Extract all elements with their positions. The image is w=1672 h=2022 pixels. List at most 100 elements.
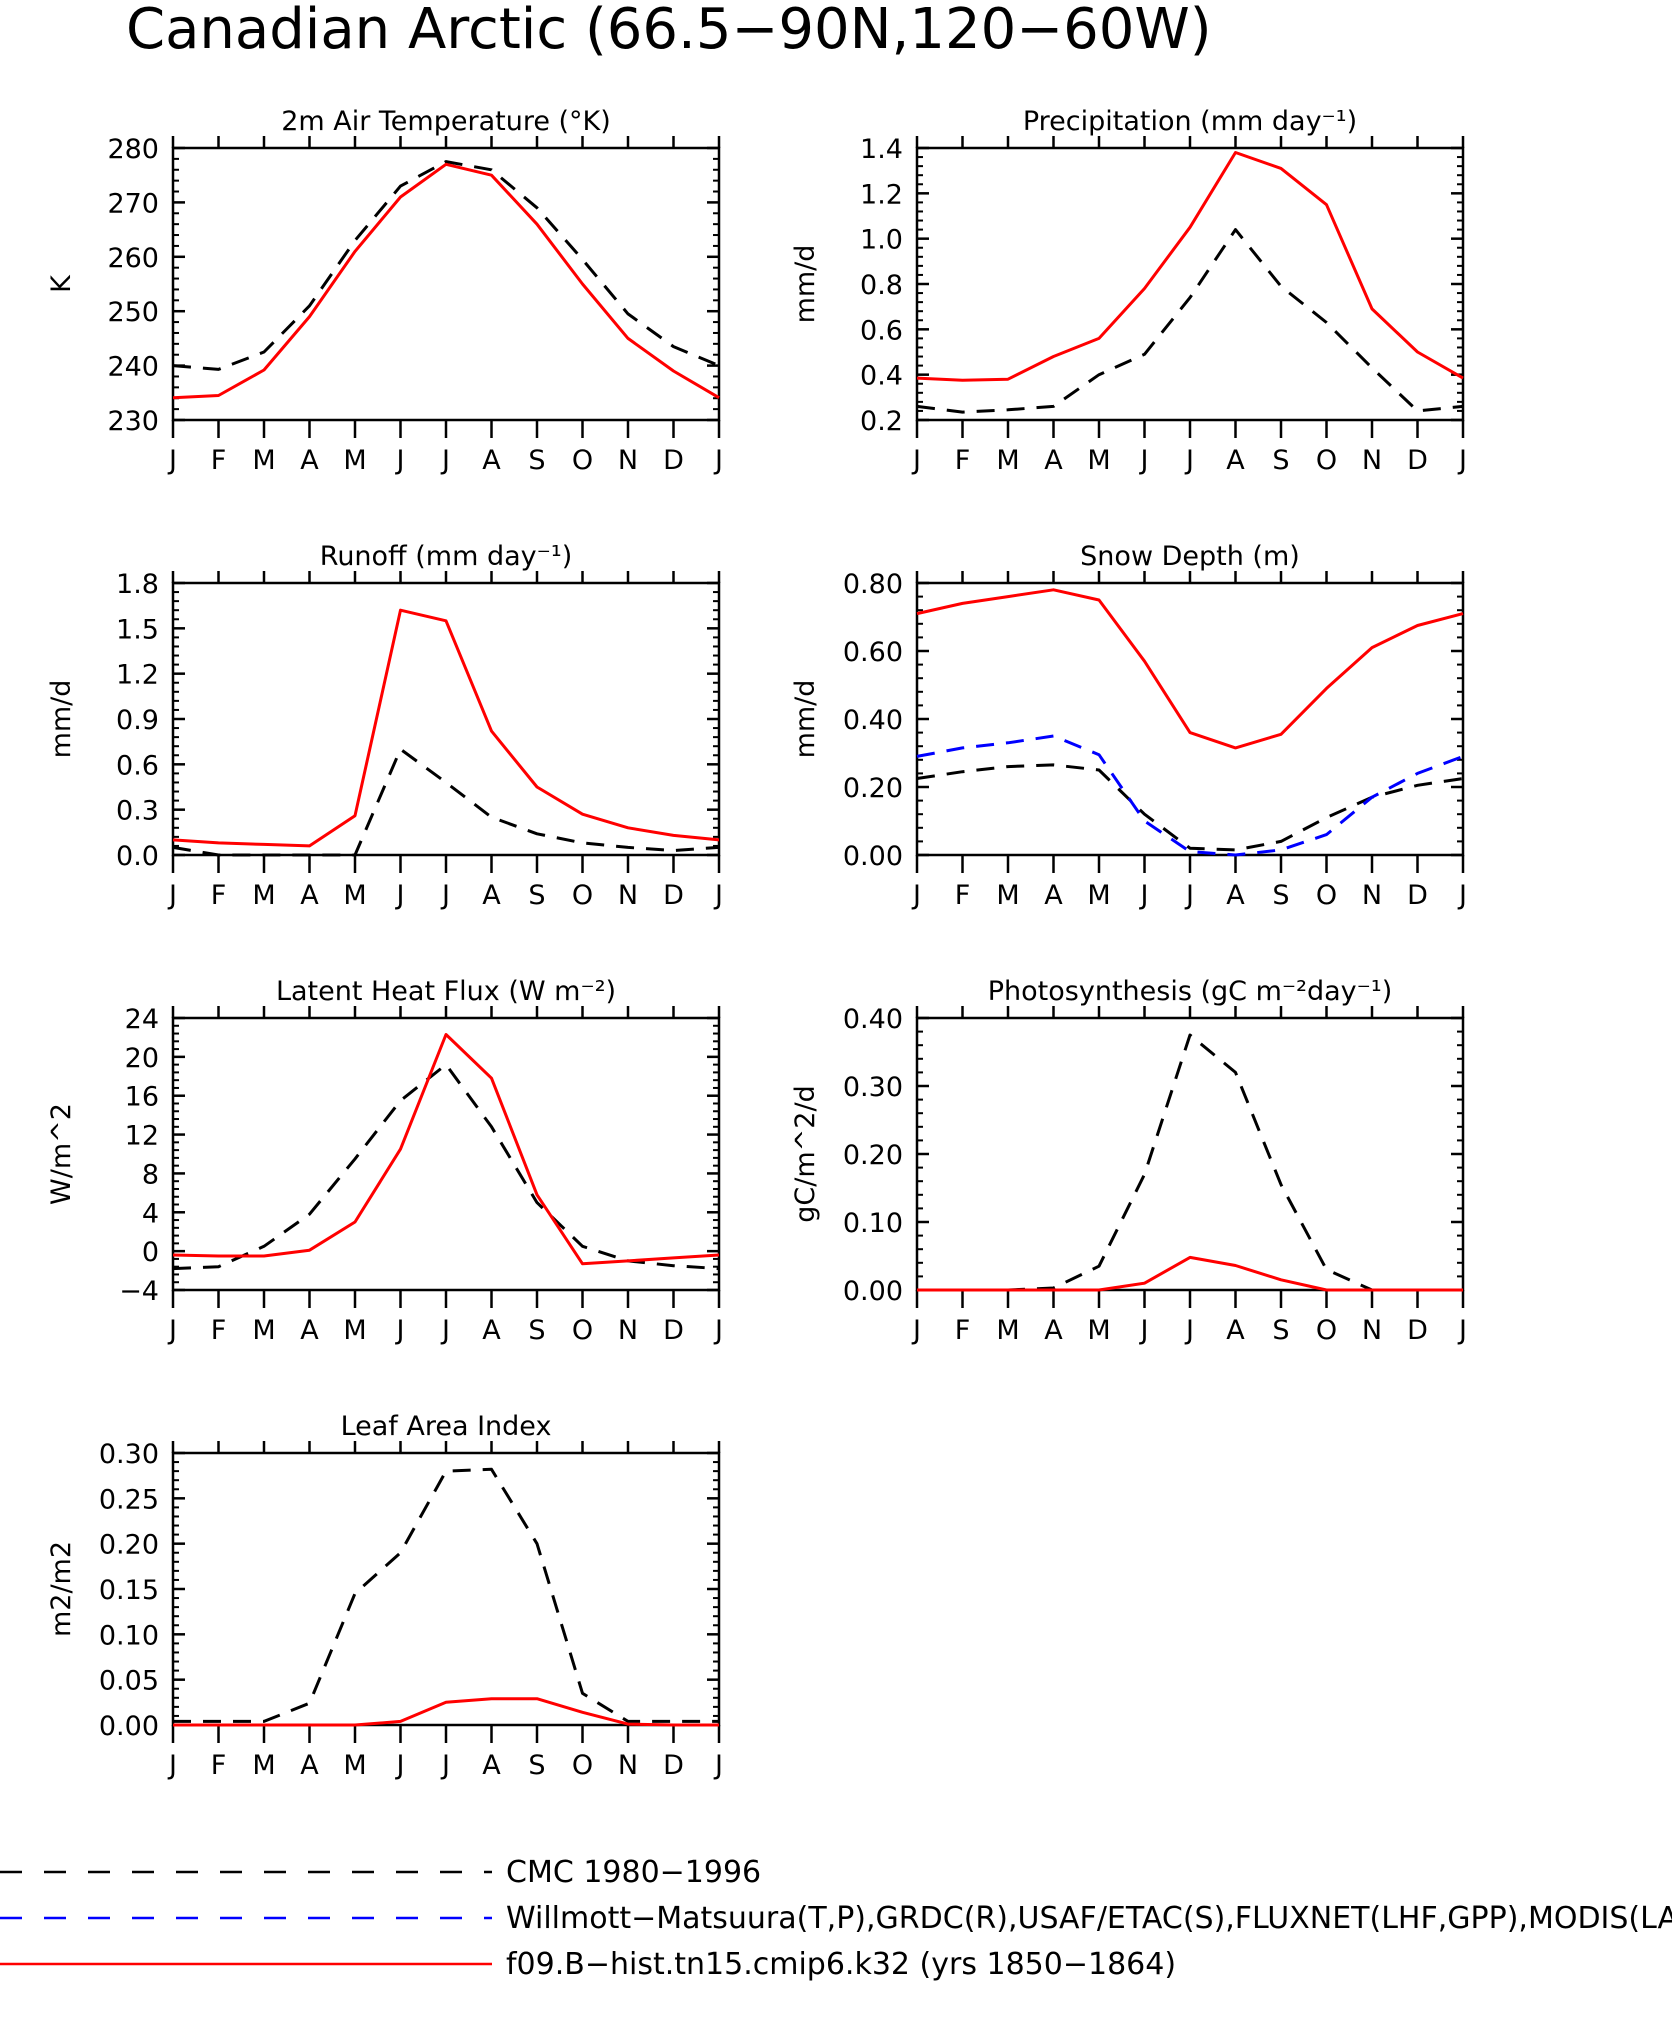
chart-panel: Runoff (mm day⁻¹) mm/d 0.0 0.3 0.6 0.9 1.2 1.5 1… <box>46 541 723 911</box>
x-tick-label: M <box>1087 1315 1110 1346</box>
x-tick-label: M <box>996 445 1019 476</box>
y-tick-label: 4 <box>142 1198 159 1229</box>
x-tick-label: M <box>252 445 275 476</box>
y-axis-label: gC/m^2/d <box>790 1085 821 1222</box>
y-tick-label: 1.2 <box>860 179 903 210</box>
x-tick-label: J <box>167 1750 177 1781</box>
x-tick-label: S <box>528 1750 545 1781</box>
x-tick-label: A <box>1044 880 1063 911</box>
x-tick-label: A <box>482 1750 501 1781</box>
legend-label: CMC 1980−1996 <box>506 1855 761 1890</box>
x-tick-label: J <box>395 445 405 476</box>
x-tick-label: O <box>1316 1315 1337 1346</box>
x-tick-label: N <box>618 445 638 476</box>
y-tick-label: 0.80 <box>843 569 903 600</box>
x-tick-label: O <box>1316 445 1337 476</box>
y-tick-label: 250 <box>107 297 159 328</box>
y-tick-label: 16 <box>125 1082 159 1113</box>
y-tick-label: 0.2 <box>860 406 903 437</box>
y-axis-label: mm/d <box>46 680 77 759</box>
legend-label: Willmott−Matsuura(T,P),GRDC(R),USAF/ETAC… <box>506 1901 1672 1936</box>
y-tick-label: 24 <box>125 1004 159 1035</box>
x-tick-label: N <box>618 1750 638 1781</box>
x-tick-label: D <box>663 880 684 911</box>
x-tick-label: J <box>1139 1315 1149 1346</box>
y-tick-label: 1.0 <box>860 225 903 256</box>
series-line <box>916 734 1464 857</box>
x-tick-label: S <box>1272 445 1289 476</box>
x-tick-label: M <box>252 1750 275 1781</box>
series-line <box>172 608 720 848</box>
y-tick-label: 1.8 <box>116 569 159 600</box>
x-tick-label: F <box>955 1315 971 1346</box>
y-axis-label: m2/m2 <box>46 1541 77 1637</box>
x-tick-label: M <box>343 1315 366 1346</box>
y-tick-label: 0.40 <box>843 705 903 736</box>
series-line <box>916 763 1464 852</box>
x-tick-label: O <box>1316 880 1337 911</box>
x-tick-label: M <box>996 1315 1019 1346</box>
x-tick-label: N <box>1362 1315 1382 1346</box>
y-tick-label: 1.2 <box>116 660 159 691</box>
x-tick-label: A <box>300 1315 319 1346</box>
x-tick-label: J <box>395 880 405 911</box>
y-tick-label: 270 <box>107 188 159 219</box>
x-tick-label: A <box>482 445 501 476</box>
x-tick-label: J <box>1457 445 1467 476</box>
x-tick-label: J <box>1139 445 1149 476</box>
x-tick-label: A <box>482 1315 501 1346</box>
series-line <box>917 1255 1463 1292</box>
plot-frame <box>171 146 721 422</box>
y-tick-label: 280 <box>107 134 159 165</box>
plot-frame <box>171 1451 721 1727</box>
chart-title: Leaf Area Index <box>341 1411 552 1442</box>
legend: CMC 1980−1996 Willmott−Matsuura(T,P),GRDC… <box>0 1855 1672 1982</box>
x-tick-label: D <box>663 1750 684 1781</box>
y-tick-label: 0.20 <box>843 1140 903 1171</box>
x-tick-label: J <box>1457 1315 1467 1346</box>
x-tick-label: J <box>713 880 723 911</box>
series-line <box>173 1467 719 1723</box>
y-axis-label: W/m^2 <box>46 1103 77 1205</box>
series-line <box>916 228 1464 414</box>
x-tick-label: S <box>528 445 545 476</box>
x-tick-label: J <box>713 445 723 476</box>
y-tick-label: 0.9 <box>116 705 159 736</box>
x-tick-label: M <box>1087 880 1110 911</box>
y-tick-label: 0.00 <box>99 1711 159 1742</box>
x-tick-label: N <box>618 880 638 911</box>
x-tick-label: M <box>996 880 1019 911</box>
x-tick-label: J <box>1184 880 1194 911</box>
x-tick-label: A <box>1044 1315 1063 1346</box>
chart-title: Latent Heat Flux (W m⁻²) <box>276 976 616 1007</box>
y-tick-label: 260 <box>107 243 159 274</box>
y-axis-label: mm/d <box>790 245 821 324</box>
y-tick-label: 0.15 <box>99 1575 159 1606</box>
x-tick-label: J <box>1184 1315 1194 1346</box>
x-tick-label: J <box>713 1750 723 1781</box>
x-tick-label: M <box>343 1750 366 1781</box>
y-tick-label: 0.8 <box>860 270 903 301</box>
x-tick-label: S <box>528 880 545 911</box>
y-tick-label: 20 <box>125 1043 159 1074</box>
chart-panel: 2m Air Temperature (°K) K 230 240 250 260 270 2… <box>46 106 723 476</box>
y-axis-label: K <box>46 274 77 293</box>
y-tick-label: 0.10 <box>99 1620 159 1651</box>
series-line <box>916 151 1464 382</box>
x-tick-label: M <box>252 1315 275 1346</box>
x-tick-label: O <box>572 445 593 476</box>
chart-panel: Photosynthesis (gC m⁻²day⁻¹) gC/m^2/d 0.00… <box>790 976 1467 1346</box>
x-tick-label: J <box>911 445 921 476</box>
series-line <box>172 162 720 400</box>
chart-title: Precipitation (mm day⁻¹) <box>1023 106 1357 137</box>
x-tick-label: J <box>1184 445 1194 476</box>
x-tick-label: S <box>1272 1315 1289 1346</box>
y-tick-label: 0.40 <box>843 1004 903 1035</box>
series-line <box>916 588 1464 750</box>
y-tick-label: 0.30 <box>99 1439 159 1470</box>
chart-title: 2m Air Temperature (°K) <box>281 106 611 137</box>
y-tick-label: 0.6 <box>116 750 159 781</box>
y-tick-label: 230 <box>107 406 159 437</box>
y-tick-label: 0.25 <box>99 1484 159 1515</box>
